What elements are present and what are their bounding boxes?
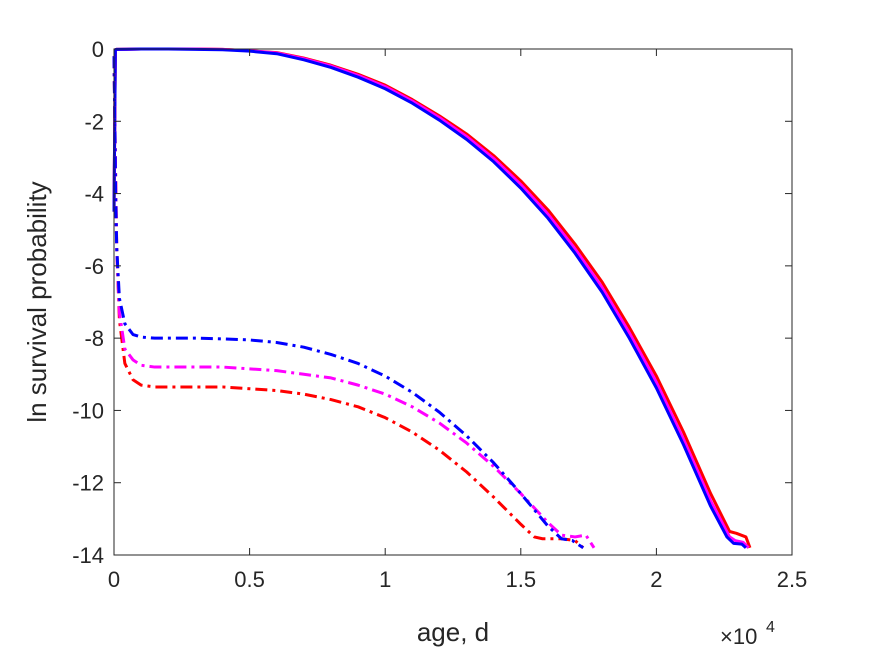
y-tick-label: -4 xyxy=(84,182,104,207)
y-tick-label: -8 xyxy=(84,326,104,351)
y-tick-label: -2 xyxy=(84,109,104,134)
ticks-layer: 0 0.5 1 1.5 2 2.5 0 -2 -4 -6 -8 -10 -12 -14 xyxy=(72,37,807,592)
x-axis-label: age, d xyxy=(417,617,489,647)
x-tick-label: 1.5 xyxy=(506,567,537,592)
series-line-6 xyxy=(112,56,585,550)
y-tick-label: -6 xyxy=(84,254,104,279)
y-axis-label: ln survival probability xyxy=(22,181,52,422)
x-tick-label: 2 xyxy=(650,567,662,592)
y-tick-label: 0 xyxy=(92,37,104,62)
x-exponent-label: ×10 4 xyxy=(720,619,775,649)
x-exponent-power: 4 xyxy=(766,619,775,636)
x-tick-label: 1 xyxy=(379,567,391,592)
y-tick-label: -14 xyxy=(72,543,104,568)
axes-frame xyxy=(113,48,793,556)
x-exponent-base: ×10 xyxy=(720,624,757,649)
x-tick-label: 0 xyxy=(108,567,120,592)
series-line-4 xyxy=(112,56,585,549)
series-line-5 xyxy=(112,56,596,549)
y-tick-label: -10 xyxy=(72,398,104,423)
y-tick-label: -12 xyxy=(72,471,104,496)
plot-area xyxy=(114,49,792,555)
axes-layer xyxy=(113,48,793,556)
x-tick-label: 0.5 xyxy=(234,567,265,592)
x-tick-label: 2.5 xyxy=(777,567,808,592)
